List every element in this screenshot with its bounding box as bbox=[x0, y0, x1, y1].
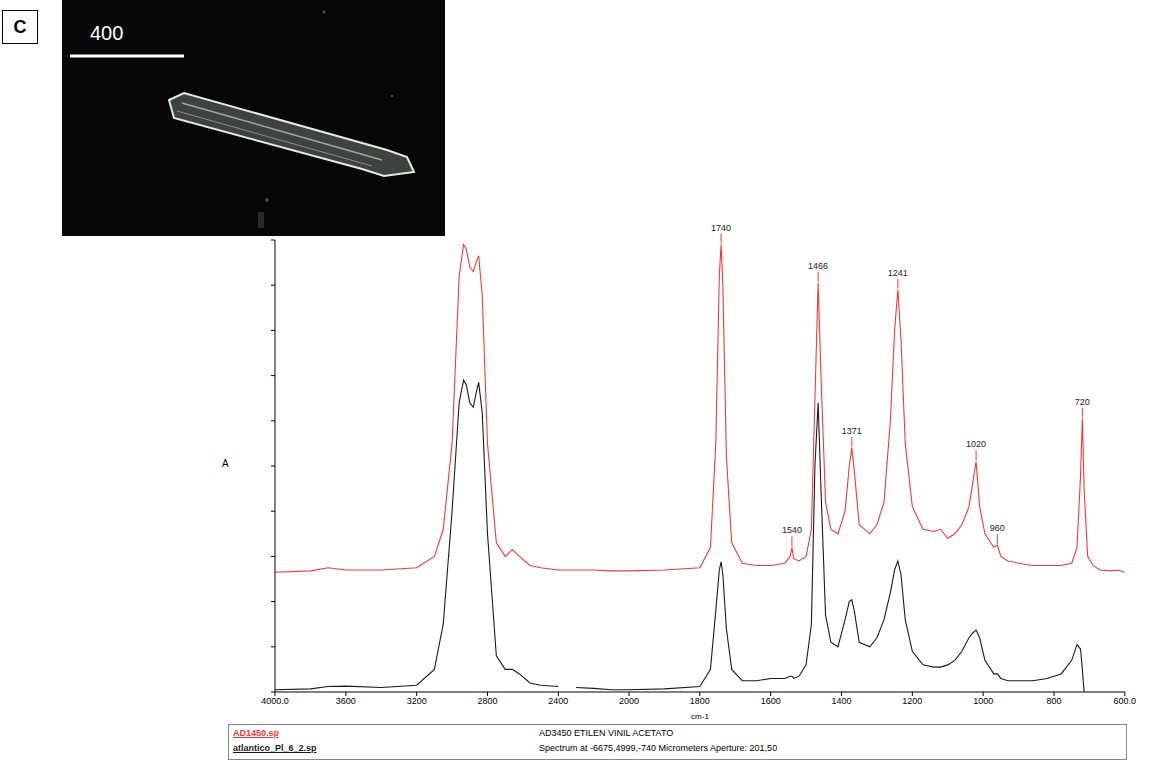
svg-text:720: 720 bbox=[1075, 397, 1090, 407]
svg-text:1371: 1371 bbox=[842, 426, 862, 436]
svg-text:1600: 1600 bbox=[761, 696, 781, 706]
svg-text:4000.0: 4000.0 bbox=[261, 696, 288, 706]
svg-text:1800: 1800 bbox=[690, 696, 710, 706]
svg-text:600.0: 600.0 bbox=[1114, 696, 1136, 706]
html-text:C: C bbox=[13, 16, 27, 37]
svg-text:2000: 2000 bbox=[619, 696, 639, 706]
svg-text:1020: 1020 bbox=[966, 439, 986, 449]
html-text:cm-1: cm-1 bbox=[691, 712, 709, 721]
svg-text:1466: 1466 bbox=[808, 261, 828, 271]
svg-text:960: 960 bbox=[990, 523, 1005, 533]
svg-text:1000: 1000 bbox=[973, 696, 993, 706]
svg-text:1400: 1400 bbox=[832, 696, 852, 706]
svg-text:1740: 1740 bbox=[711, 223, 731, 233]
svg-text:2400: 2400 bbox=[548, 696, 568, 706]
svg-text:800: 800 bbox=[1047, 696, 1062, 706]
html-text:AD1450.sp: AD1450.sp bbox=[233, 728, 279, 738]
svg-text:3600: 3600 bbox=[336, 696, 356, 706]
svg-text:1241: 1241 bbox=[888, 268, 908, 278]
svg-text:3200: 3200 bbox=[407, 696, 427, 706]
html-text:A: A bbox=[222, 458, 229, 469]
html-text:atlantico_Pl_6_2.sp: atlantico_Pl_6_2.sp bbox=[233, 743, 317, 753]
html-text:Spectrum at -6675,4999,-740 Mi: Spectrum at -6675,4999,-740 Micrometers … bbox=[539, 743, 778, 753]
svg-text:2800: 2800 bbox=[477, 696, 497, 706]
svg-text:400: 400 bbox=[90, 22, 123, 44]
svg-text:1200: 1200 bbox=[902, 696, 922, 706]
html-text:AD3450 ETILEN VINIL ACETATO: AD3450 ETILEN VINIL ACETATO bbox=[539, 728, 674, 738]
svg-text:1540: 1540 bbox=[782, 525, 802, 535]
